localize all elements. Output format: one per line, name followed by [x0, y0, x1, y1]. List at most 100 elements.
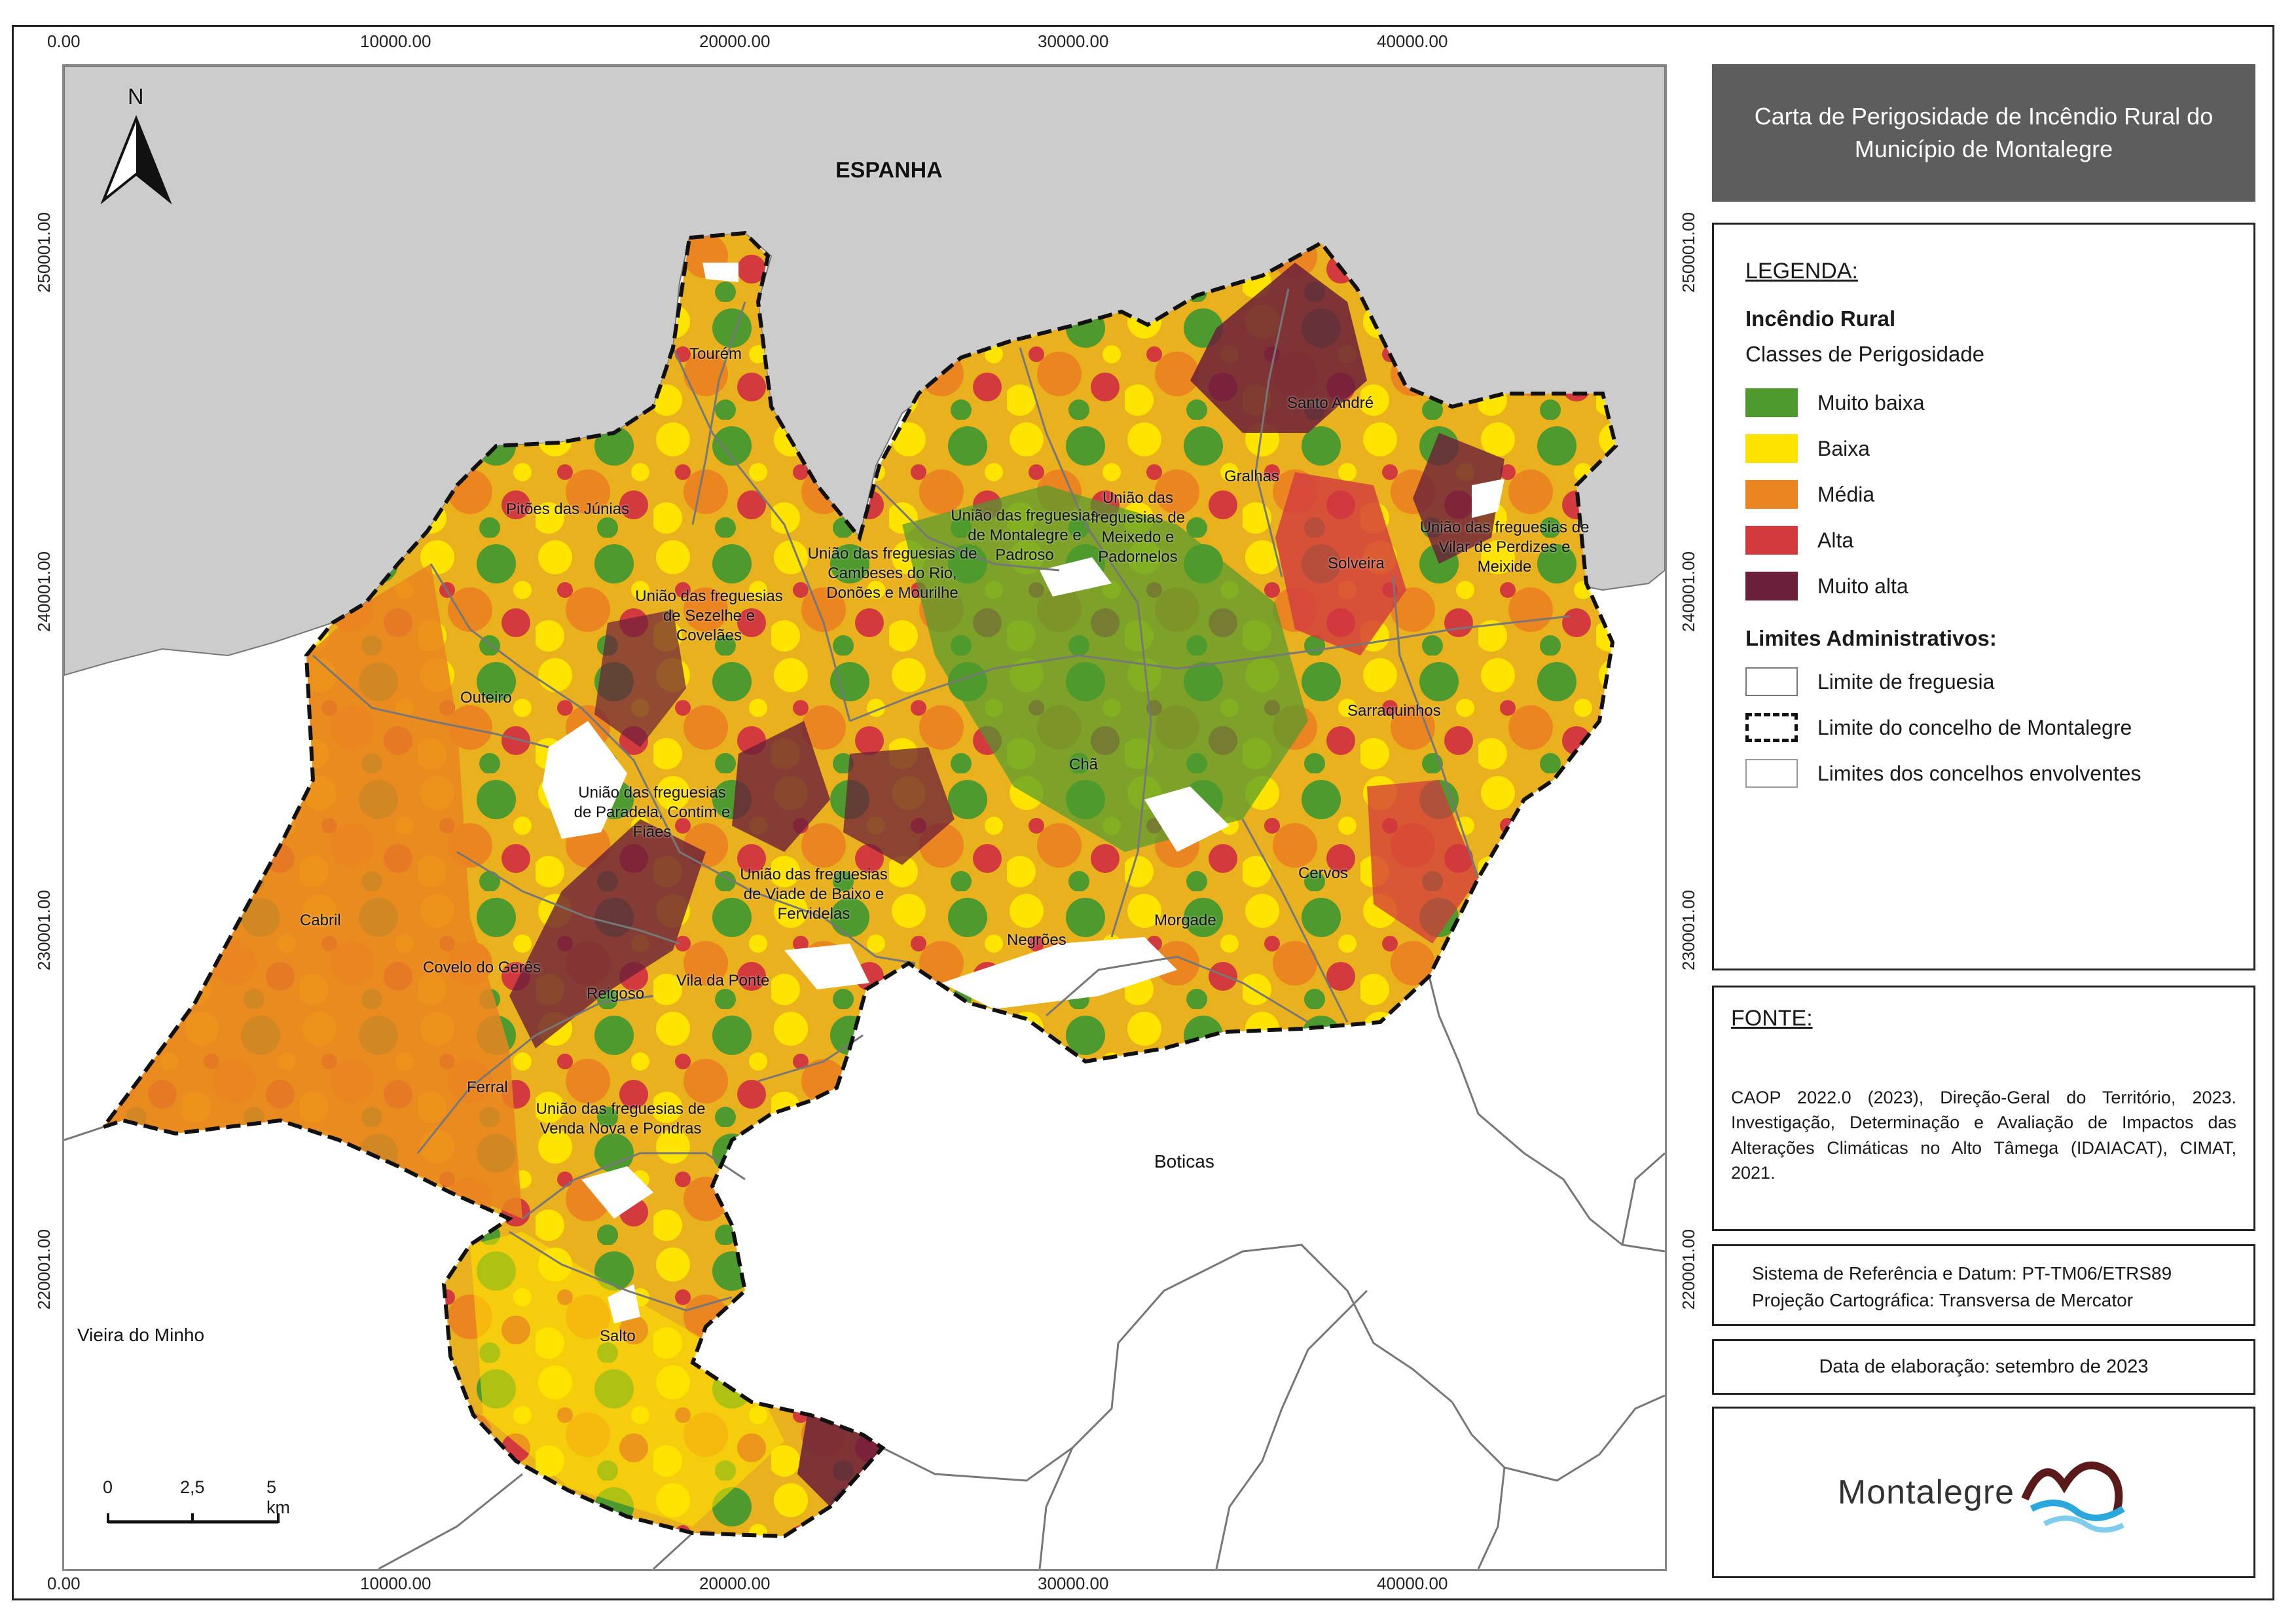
parish-label: Morgade — [1154, 912, 1216, 929]
logo-panel: Montalegre — [1712, 1407, 2255, 1578]
date-text: Data de elaboração: setembro de 2023 — [1819, 1356, 2149, 1377]
y-tick-right: 230001.00 — [1678, 890, 1698, 970]
label-espanha: ESPANHA — [835, 158, 943, 183]
x-tick-bottom: 30000.00 — [1038, 1574, 1109, 1593]
map-frame[interactable]: N ESPANHA Boticas Vieira do Minho Tourém… — [62, 64, 1667, 1571]
source-text: CAOP 2022.0 (2023), Direção-Geral do Ter… — [1731, 1088, 2236, 1183]
scale-bar-graphic — [107, 1513, 280, 1524]
legend-item-muito-baixa: Muito baixa — [1745, 380, 2222, 426]
map-title: Carta de Perigosidade de Incêndio Rural … — [1712, 64, 2255, 202]
title-line-1: Carta de Perigosidade de Incêndio Rural … — [1754, 102, 2214, 130]
parish-label: Cervos — [1298, 864, 1349, 882]
legend-label: Alta — [1817, 528, 1854, 552]
y-tick-left: 220001.00 — [33, 1229, 54, 1310]
legend-section-limits: Limites Administrativos: — [1745, 626, 1997, 650]
legend-swatch — [1745, 759, 1798, 788]
y-tick-left: 240001.00 — [33, 551, 54, 632]
parish-label: Vila da Ponte — [676, 972, 770, 989]
parish-label: Sarraquinhos — [1347, 702, 1441, 720]
x-tick-bottom: 10000.00 — [360, 1574, 431, 1593]
x-tick-bottom: 40000.00 — [1377, 1574, 1448, 1593]
date-panel: Data de elaboração: setembro de 2023 — [1712, 1339, 2255, 1395]
parish-label: Reigoso — [587, 985, 645, 1003]
parish-label: Covelo do Gerês — [423, 959, 541, 976]
parish-label: Tourém — [689, 345, 742, 363]
neighbor-boundaries — [64, 976, 1665, 1569]
legend-section-fire: Incêndio Rural — [1745, 306, 1896, 331]
legend-item-envolventes: Limites dos concelhos envolventes — [1745, 750, 2222, 796]
north-arrow-icon — [100, 115, 172, 205]
source-panel: FONTE: CAOP 2022.0 (2023), Direção-Geral… — [1712, 986, 2255, 1231]
legend-swatch — [1745, 713, 1798, 742]
legend-item-freguesia: Limite de freguesia — [1745, 659, 2222, 705]
parish-label: Solveira — [1328, 555, 1385, 572]
legend-item-baixa: Baixa — [1745, 426, 2222, 471]
source-heading: FONTE: — [1731, 1006, 1813, 1031]
title-line-2: Município de Montalegre — [1854, 136, 2113, 162]
legend-panel: LEGENDA: Incêndio Rural Classes de Perig… — [1712, 223, 2255, 970]
parish-label: União das freguesias de Montalegre e Pad… — [951, 507, 1099, 564]
label-vieira-do-minho: Vieira do Minho — [77, 1325, 205, 1345]
scale-label: 5 km — [266, 1477, 290, 1517]
legend-item-media: Média — [1745, 471, 2222, 517]
legend-label: Média — [1817, 482, 1875, 506]
scale-label: 0 — [103, 1477, 113, 1497]
y-tick-right: 240001.00 — [1678, 551, 1698, 632]
municipality-boundary — [98, 231, 1618, 1539]
legend-label: Baixa — [1817, 436, 1870, 460]
legend-heading: LEGENDA: — [1745, 259, 1858, 284]
legend-swatch — [1745, 526, 1798, 555]
parish-label: Ferral — [467, 1079, 508, 1096]
parish-label: Santo André — [1287, 394, 1374, 412]
x-tick-bottom: 20000.00 — [699, 1574, 771, 1593]
legend-label: Muito baixa — [1817, 390, 1925, 415]
parish-label: Pitões das Júnias — [506, 500, 630, 518]
y-tick-left: 250001.00 — [33, 212, 54, 293]
parish-label: União das freguesias de Sezelhe e Covelã… — [635, 587, 783, 644]
parish-label: Cabril — [300, 912, 341, 929]
parish-label: União das freguesias de Cambeses do Rio,… — [807, 545, 977, 602]
parish-label: Salto — [600, 1327, 636, 1345]
legend-swatch — [1745, 480, 1798, 509]
x-tick-top: 0.00 — [47, 31, 81, 51]
water-bodies — [542, 263, 1504, 1323]
y-tick-right: 250001.00 — [1678, 212, 1698, 293]
x-tick-bottom: 0.00 — [47, 1574, 81, 1593]
parish-label: União das freguesias de Vilar de Perdize… — [1419, 519, 1590, 576]
north-label: N — [128, 84, 144, 109]
x-tick-top: 30000.00 — [1038, 31, 1109, 51]
montalegre-logo: Montalegre — [1837, 1473, 2015, 1511]
parish-label: Chã — [1069, 756, 1099, 773]
parish-label: União das freguesias de Venda Nova e Pon… — [536, 1100, 706, 1137]
hazard-map — [64, 66, 1665, 1569]
legend-label: Limites dos concelhos envolventes — [1817, 761, 2141, 785]
legend-swatch — [1745, 434, 1798, 463]
y-tick-right: 220001.00 — [1678, 1229, 1698, 1310]
parish-boundaries — [312, 288, 1571, 1312]
parish-label: Negrões — [1007, 931, 1066, 949]
reference-system-panel: Sistema de Referência e Datum: PT-TM06/E… — [1712, 1244, 2255, 1326]
legend-item-muito-alta: Muito alta — [1745, 563, 2222, 609]
parish-label: Gralhas — [1224, 468, 1280, 485]
x-tick-top: 10000.00 — [360, 31, 431, 51]
legend-swatch — [1745, 388, 1798, 417]
legend-item-alta: Alta — [1745, 517, 2222, 563]
legend-label: Limite de freguesia — [1817, 669, 1995, 693]
srs-projection: Projeção Cartográfica: Transversa de Mer… — [1752, 1289, 2134, 1310]
parish-label: União das freguesias de Paradela, Contim… — [574, 784, 731, 841]
parish-label: União das freguesias de Viade de Baixo e… — [740, 866, 888, 923]
legend-label: Limite do concelho de Montalegre — [1817, 715, 2132, 739]
legend-item-concelho: Limite do concelho de Montalegre — [1745, 705, 2222, 750]
parish-label: Outeiro — [460, 689, 512, 707]
parish-label: União das freguesias de Meixedo e Padorn… — [1090, 489, 1186, 566]
montalegre-logo-icon — [2021, 1461, 2125, 1533]
x-tick-top: 40000.00 — [1377, 31, 1448, 51]
x-tick-top: 20000.00 — [699, 31, 771, 51]
label-boticas: Boticas — [1154, 1151, 1214, 1172]
srs-datum: Sistema de Referência e Datum: PT-TM06/E… — [1752, 1263, 2172, 1283]
y-tick-left: 230001.00 — [33, 890, 54, 970]
legend-swatch — [1745, 572, 1798, 600]
legend-label: Muito alta — [1817, 574, 1908, 598]
scale-label: 2,5 — [180, 1477, 205, 1497]
page-frame — [12, 25, 2274, 1600]
